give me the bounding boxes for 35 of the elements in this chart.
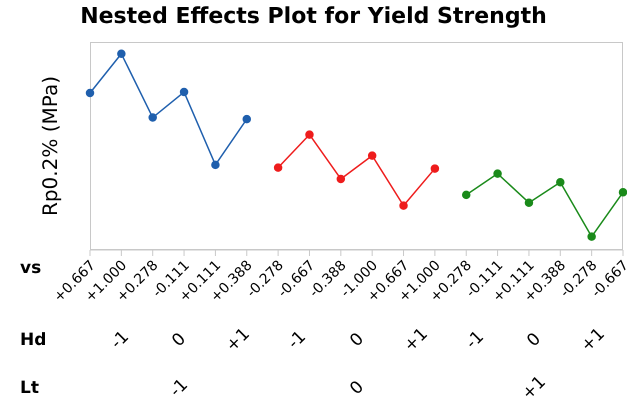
text: +1 [517, 371, 552, 406]
text: 0 [344, 328, 368, 353]
point [148, 113, 157, 122]
point [86, 88, 94, 98]
chart-title: Nested Effects Plot for Yield Strength [79, 4, 548, 29]
point [368, 151, 376, 160]
point [180, 88, 188, 96]
point [493, 169, 502, 178]
point [462, 190, 470, 200]
text: 0 [344, 376, 368, 401]
text: +1 [398, 323, 433, 358]
point [336, 174, 346, 184]
point [211, 160, 220, 170]
point [430, 164, 440, 173]
y-axis-title: Rp0.2% (MPa) [38, 74, 62, 218]
text: -1 [106, 326, 134, 356]
point [305, 130, 314, 139]
point [618, 188, 627, 197]
point [399, 201, 408, 210]
text: -1 [164, 374, 193, 404]
point [587, 232, 596, 241]
text: +1 [221, 323, 255, 358]
text: Lt [20, 378, 39, 398]
point [117, 50, 126, 58]
point [242, 114, 252, 124]
text: Hd [20, 330, 46, 350]
x-axis-title: vs [20, 258, 42, 278]
point [556, 178, 565, 187]
text: -1 [460, 326, 489, 356]
text: 0 [522, 328, 546, 353]
text: +1 [576, 323, 610, 358]
point [274, 163, 282, 172]
point [524, 198, 534, 207]
text: 0 [166, 328, 191, 353]
text: -1 [283, 326, 312, 356]
